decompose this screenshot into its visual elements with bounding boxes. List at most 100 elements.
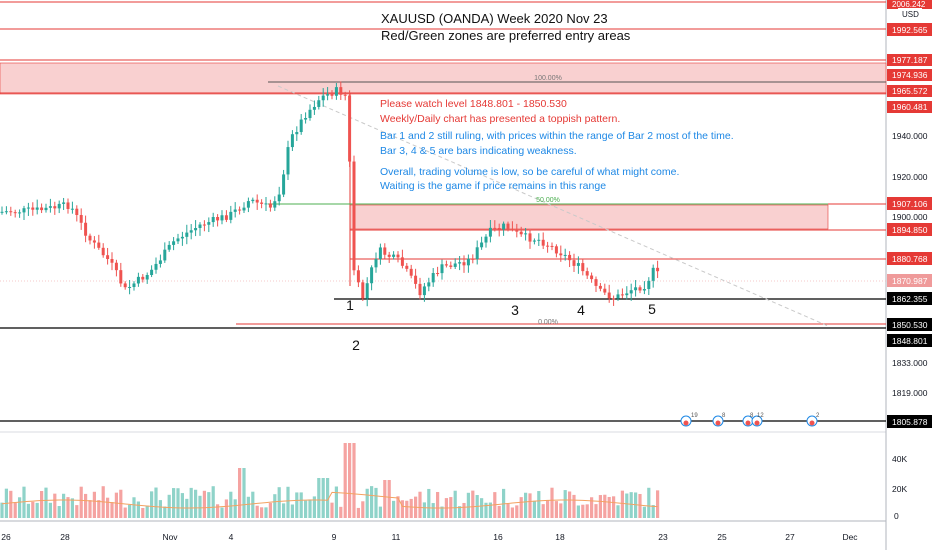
fib-100-label: 100.00%	[534, 75, 562, 82]
candle-body	[554, 246, 558, 254]
volume-bar	[431, 503, 435, 518]
candle-body	[299, 119, 303, 133]
volume-bar	[480, 498, 484, 518]
volume-bar	[625, 493, 629, 518]
volume-bar	[128, 504, 132, 518]
volume-bar	[405, 500, 409, 518]
supply-zone-top[interactable]	[0, 62, 887, 95]
price-tag-2006: 2006.242	[887, 0, 932, 9]
price-tick: 1900.000	[892, 212, 928, 222]
earnings-flag-icon[interactable]: 8	[742, 413, 754, 427]
candle-body	[295, 132, 299, 135]
candle-body	[510, 229, 514, 231]
candle-body	[18, 212, 22, 214]
volume-bar	[559, 503, 563, 518]
volume-bar	[277, 487, 281, 518]
candle-body	[422, 286, 426, 296]
candlestick-series[interactable]	[0, 81, 660, 307]
volume-bar	[616, 505, 620, 518]
trend-line[interactable]	[277, 85, 829, 327]
volume-bar	[458, 506, 462, 518]
volume-bar	[299, 492, 303, 518]
candle-body	[9, 211, 13, 213]
candle-body	[488, 227, 492, 237]
volume-bar	[0, 502, 4, 518]
volume-bar	[57, 506, 61, 518]
volume-bar	[572, 494, 576, 518]
earnings-flag-icon[interactable]: 2	[806, 413, 820, 427]
candle-body	[251, 199, 255, 202]
volume-series	[0, 443, 660, 518]
volume-bar	[348, 443, 352, 518]
volume-bar	[216, 504, 220, 518]
candle-body	[277, 194, 281, 202]
volume-tick: 20K	[892, 484, 907, 494]
supply-zone-mid[interactable]	[349, 204, 829, 230]
candle-body	[141, 276, 145, 280]
candle-body	[471, 258, 475, 260]
candle-body	[356, 270, 360, 283]
volume-bar	[642, 506, 646, 518]
candle-body	[207, 222, 211, 225]
candle-body	[53, 206, 57, 209]
candle-body	[387, 254, 391, 257]
volume-bar	[400, 500, 404, 518]
candle-body	[418, 283, 422, 296]
fib-50-label: 50.00%	[536, 197, 560, 204]
svg-text:2006.242: 2006.242	[892, 0, 926, 9]
volume-bar	[519, 497, 523, 518]
volume-bar	[585, 504, 589, 518]
candle-body	[524, 233, 528, 235]
time-axis[interactable]: 26 28 Nov 4 9 11 16 18 23 25 27 Dec	[1, 532, 858, 542]
candle-body	[242, 207, 246, 211]
price-tag-1977: 1977.187	[887, 54, 932, 66]
candle-body	[431, 273, 435, 283]
note-blue-2: Bar 3, 4 & 5 are bars indicating weaknes…	[380, 145, 577, 157]
svg-text:1974.936: 1974.936	[892, 70, 928, 80]
volume-ma-line	[1, 491, 658, 509]
price-tag-1894: 1894.850	[887, 223, 932, 236]
candle-body	[132, 283, 136, 287]
earnings-flag-icon[interactable]: 8	[712, 413, 726, 427]
volume-bar	[339, 506, 343, 518]
candle-body	[493, 227, 497, 229]
candle-body	[462, 262, 466, 266]
volume-bar	[392, 500, 396, 518]
svg-text:1965.572: 1965.572	[892, 86, 928, 96]
volume-bar	[506, 503, 510, 518]
price-tag-1880: 1880.768	[887, 252, 932, 265]
candle-body	[70, 208, 74, 210]
note-red-1: Please watch level 1848.801 - 1850.530	[380, 98, 567, 110]
volume-bar	[387, 480, 391, 518]
candle-body	[163, 249, 167, 261]
volume-bar	[590, 497, 594, 518]
volume-bar	[370, 486, 374, 518]
event-badges[interactable]: 19 8 8 12 2	[680, 413, 820, 427]
candle-body	[119, 270, 123, 284]
horizontal-levels	[0, 1, 886, 422]
candle-body	[563, 254, 567, 256]
candle-body	[436, 273, 440, 275]
price-axis[interactable]: 1940.000 1920.000 1900.000 1833.000 1819…	[887, 0, 932, 521]
candle-body	[576, 263, 580, 266]
note-red-2: Weekly/Daily chart has presented a toppi…	[380, 113, 620, 125]
volume-bar	[290, 504, 294, 518]
badge-count: 19	[691, 413, 698, 419]
candle-body	[546, 245, 550, 247]
volume-bar	[136, 501, 140, 518]
volume-bar	[176, 488, 180, 518]
candle-body	[66, 202, 70, 209]
bar-marker-4: 4	[577, 302, 585, 318]
earnings-flag-icon[interactable]: 19	[680, 413, 698, 427]
volume-bar	[440, 506, 444, 518]
earnings-flag-icon[interactable]: 12	[751, 413, 764, 427]
candle-body	[286, 147, 290, 175]
candle-body	[176, 238, 180, 242]
candle-body	[13, 212, 17, 214]
candle-body	[97, 242, 101, 248]
volume-bar	[106, 497, 110, 518]
price-tag-1960: 1960.481	[887, 101, 932, 113]
volume-bar	[418, 491, 422, 518]
